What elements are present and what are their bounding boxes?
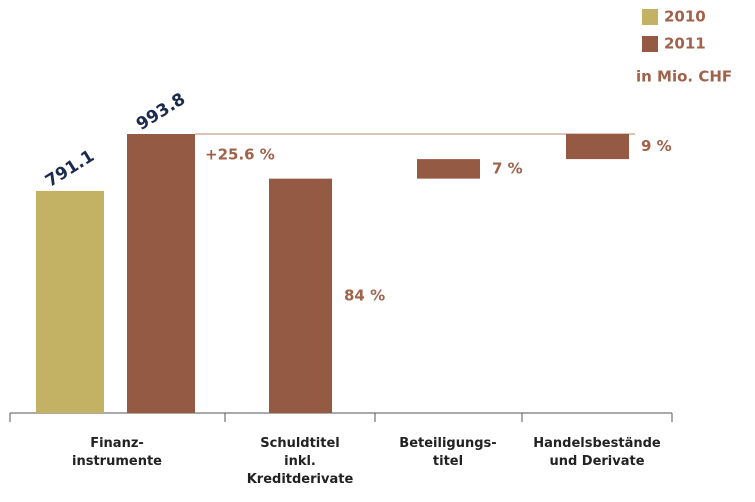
- x-tick-label: Beteiligungs-titel: [399, 436, 496, 469]
- value-label: 993.8: [133, 89, 189, 134]
- x-tick-label-line: instrumente: [72, 454, 162, 469]
- x-tick-label: Handelsbestände und Derivate: [533, 436, 661, 469]
- legend-swatch: [642, 36, 658, 52]
- breakdown-label: 9 %: [641, 137, 672, 155]
- x-tick-label-line: Finanz-: [90, 436, 144, 451]
- x-tick-label-line: Beteiligungs-: [399, 436, 496, 451]
- unit-label: in Mio. CHF: [636, 68, 732, 86]
- legend-label: 2010: [664, 8, 706, 26]
- x-tick-label-line: inkl.: [284, 454, 316, 469]
- breakdown-label: 7 %: [492, 159, 523, 177]
- x-tick-label-line: Schuldtitel: [260, 436, 340, 451]
- x-tick-label-line: titel: [433, 454, 463, 469]
- breakdown-label: 84 %: [344, 286, 385, 304]
- bar: [127, 134, 195, 413]
- breakdown-segment: [269, 178, 332, 413]
- legend-swatch: [642, 9, 658, 25]
- x-tick-label: Finanz-instrumente: [72, 436, 162, 469]
- bar: [36, 190, 104, 413]
- breakdown-segment: [417, 159, 480, 179]
- annotation: +25.6 %: [205, 146, 275, 164]
- x-tick-label-line: Kreditderivate: [247, 472, 354, 487]
- x-tick-label-line: und Derivate: [549, 454, 644, 469]
- breakdown-segment: [566, 134, 629, 160]
- value-label: 791.1: [42, 146, 98, 191]
- x-tick-label: Schuldtitel inkl. Kreditderivate: [247, 436, 354, 487]
- legend-label: 2011: [664, 35, 706, 53]
- x-tick-label-line: Handelsbestände: [533, 436, 661, 451]
